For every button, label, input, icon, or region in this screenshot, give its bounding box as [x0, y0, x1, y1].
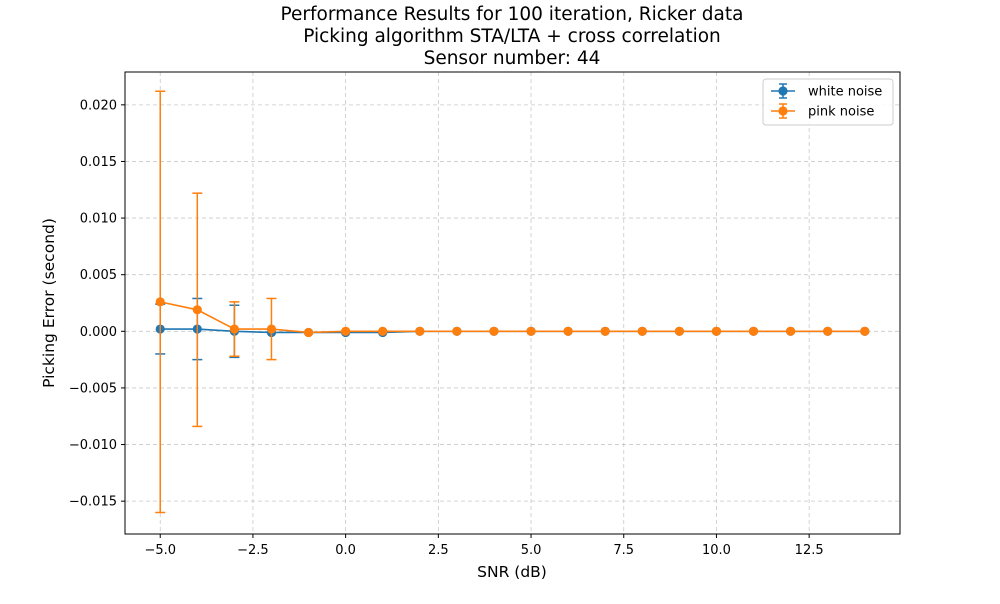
x-tick-label: 10.0 [702, 543, 731, 558]
x-tick-label: 2.5 [428, 543, 449, 558]
data-point [526, 326, 536, 336]
data-point [415, 326, 425, 336]
plot-frame [124, 71, 901, 535]
chart-title-line-3: Sensor number: 44 [424, 48, 601, 69]
grid [125, 72, 900, 534]
chart-title-line-2: Picking algorithm STA/LTA + cross correl… [303, 26, 721, 47]
x-axis-label: SNR (dB) [477, 563, 547, 581]
data-point [748, 326, 759, 336]
data-point [600, 326, 610, 336]
y-tick-label: −0.010 [69, 438, 117, 453]
y-tick-label: 0.000 [80, 325, 117, 340]
legend-label: white noise [808, 85, 882, 100]
data-point [303, 327, 314, 338]
legend-marker [778, 106, 788, 116]
data-point [711, 326, 722, 336]
x-tick-label: −2.5 [237, 543, 269, 558]
data-point [637, 326, 647, 336]
x-tick-label: 12.5 [795, 543, 824, 558]
x-tick-label: −5.0 [144, 543, 176, 558]
chart-title-line-1: Performance Results for 100 iteration, R… [281, 4, 744, 25]
legend-item: pink noise [771, 103, 874, 120]
x-tick-label: 5.0 [521, 543, 542, 558]
y-tick-label: 0.015 [80, 155, 117, 170]
series-layer [155, 90, 870, 514]
axes: −5.0 −2.5 0.0 2.5 5.0 7.5 10.0 12.5 −0.015 −0.010… [69, 71, 901, 558]
data-point [192, 305, 202, 315]
data-point [229, 324, 239, 334]
data-point [378, 326, 388, 336]
data-point [674, 326, 684, 336]
y-tick-label: −0.005 [69, 381, 117, 396]
data-point [489, 326, 499, 336]
legend-item: white noise [771, 83, 882, 100]
data-point [786, 326, 796, 336]
y-tick-label: 0.005 [80, 268, 117, 283]
data-point [452, 326, 462, 336]
legend-marker [778, 86, 788, 96]
data-point [341, 326, 351, 336]
data-point [563, 326, 573, 336]
data-point [266, 324, 277, 334]
legend: white noise pink noise [762, 78, 894, 126]
data-point [860, 326, 870, 336]
x-tick-label: 7.5 [613, 543, 634, 558]
y-tick-label: −0.015 [69, 495, 117, 510]
series-line [160, 301, 865, 334]
y-tick-label: 0.020 [80, 98, 117, 113]
legend-box [762, 78, 894, 126]
y-tick-label: 0.010 [80, 212, 117, 227]
y-axis-label: Picking Error (second) [40, 218, 58, 388]
data-point [155, 297, 165, 307]
legend-label: pink noise [808, 105, 874, 120]
chart-title: Performance Results for 100 iteration, R… [281, 4, 744, 69]
series-pink-noise [155, 90, 870, 514]
x-tick-label: 0.0 [335, 543, 356, 558]
data-point [823, 326, 833, 336]
